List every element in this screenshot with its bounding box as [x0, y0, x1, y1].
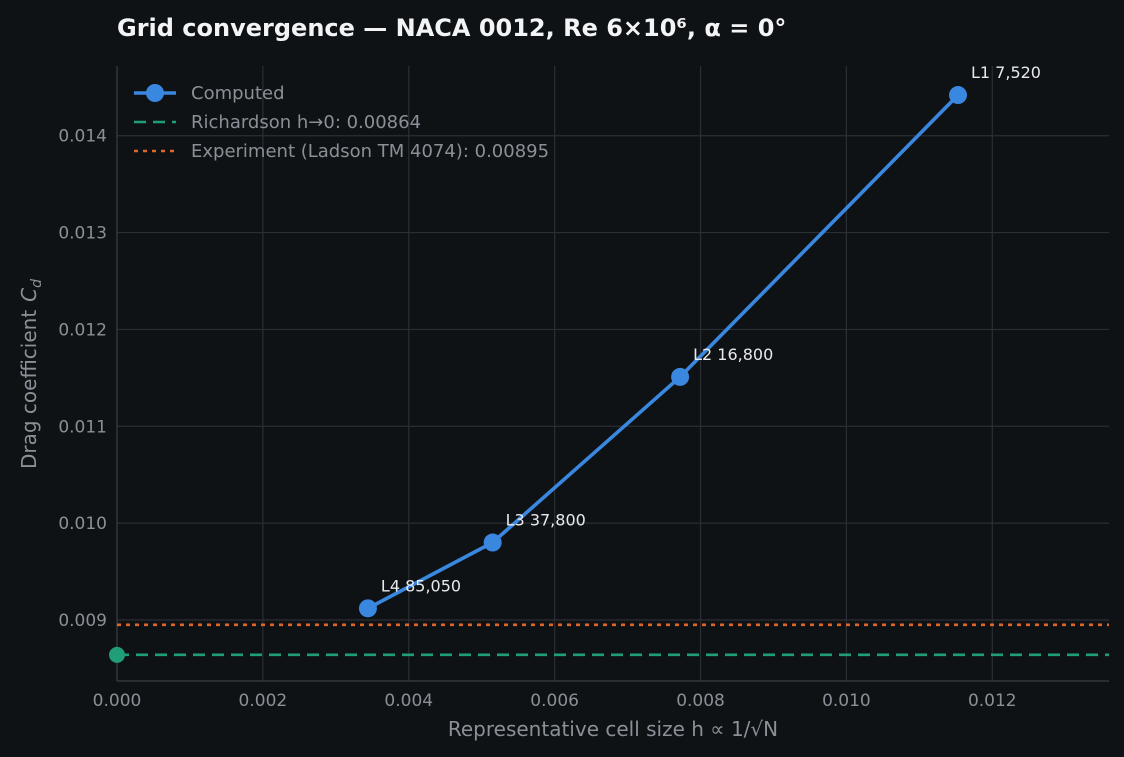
point-label: L4 85,050 — [381, 576, 461, 595]
legend-label: Computed — [191, 83, 285, 104]
x-tick-label: 0.002 — [239, 691, 288, 711]
x-tick-label: 0.004 — [384, 691, 433, 711]
y-axis-label-symbol: C — [17, 288, 41, 302]
point-label: L2 16,800 — [693, 345, 773, 364]
x-tick-label: 0.000 — [93, 691, 142, 711]
reference-lines — [109, 623, 1109, 663]
y-axis-label-subscript: d — [29, 279, 45, 288]
x-tick-label: 0.010 — [822, 691, 871, 711]
y-tick-label: 0.009 — [58, 611, 107, 631]
computed-line — [367, 93, 960, 610]
legend-label: Richardson h→0: 0.00864 — [191, 112, 421, 133]
x-tick-label: 0.012 — [968, 691, 1017, 711]
y-axis-label: Drag coefficient Cd — [17, 279, 45, 469]
legend-marker-computed — [146, 84, 164, 102]
grid — [117, 66, 1109, 681]
point-label: L1 7,520 — [971, 63, 1041, 82]
axes: 0.000 0.002 0.004 0.006 0.008 0.010 0.012 0.009… — [58, 66, 1109, 711]
y-tick-label: 0.012 — [58, 320, 107, 340]
y-tick-label: 0.010 — [58, 514, 107, 534]
x-tick-label: 0.006 — [530, 691, 579, 711]
point-label: L3 37,800 — [506, 511, 586, 530]
computed-series — [358, 86, 968, 618]
richardson-marker — [109, 646, 125, 663]
legend-label: Experiment (Ladson TM 4074): 0.00895 — [191, 141, 549, 162]
computed-point — [949, 86, 968, 105]
x-tick-label: 0.008 — [676, 691, 725, 711]
computed-point — [483, 533, 502, 552]
y-tick-label: 0.011 — [58, 417, 107, 437]
y-axis-label-text: Drag coefficient — [17, 310, 41, 469]
point-labels: L4 85,050 L3 37,800 L2 16,800 L1 7,520 — [381, 63, 1041, 595]
x-axis-label: Representative cell size h ∝ 1/√N — [448, 717, 778, 741]
computed-point — [671, 367, 690, 386]
chart-title: Grid convergence — NACA 0012, Re 6×10⁶, … — [117, 14, 786, 42]
computed-point — [358, 599, 377, 618]
legend: Computed Richardson h→0: 0.00864 Experimen… — [134, 83, 549, 162]
y-tick-label: 0.013 — [58, 224, 107, 244]
y-tick-label: 0.014 — [58, 127, 107, 147]
